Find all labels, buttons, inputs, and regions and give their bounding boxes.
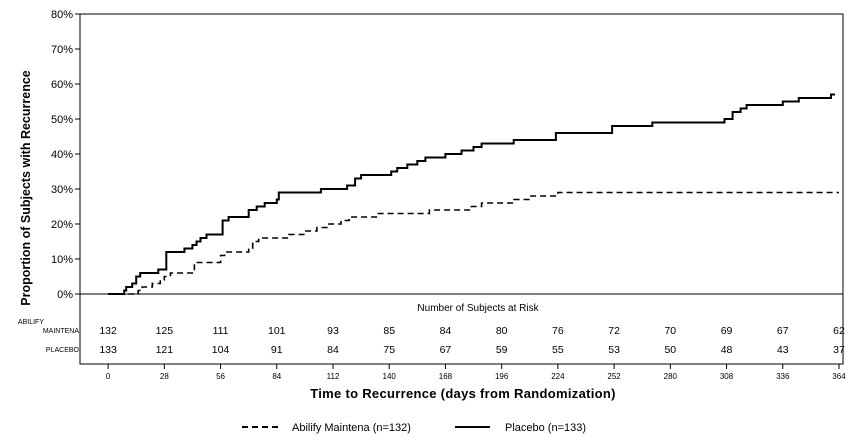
- y-tick-label: 30%: [51, 184, 73, 196]
- y-tick-label: 70%: [51, 44, 73, 56]
- risk-cell: 75: [383, 344, 395, 356]
- x-tick-label: 196: [495, 372, 509, 381]
- x-axis: 0 28 56 84 112 140 168 196 224 252 280 308 336 364: [106, 364, 846, 381]
- risk-cell: 132: [99, 325, 117, 337]
- risk-cell: 111: [213, 325, 229, 337]
- risk-cell: 53: [608, 344, 620, 356]
- y-tick-label: 80%: [51, 9, 73, 21]
- risk-cell: 84: [440, 325, 452, 337]
- risk-cell: 91: [271, 344, 283, 356]
- y-tick-label: 0%: [57, 289, 73, 301]
- risk-cell: 72: [608, 325, 620, 337]
- legend: Abilify Maintena (n=132) Placebo (n=133): [242, 422, 586, 434]
- risk-cell: 48: [721, 344, 733, 356]
- risk-cell: 133: [99, 344, 117, 356]
- x-tick-label: 252: [607, 372, 621, 381]
- x-axis-label: Time to Recurrence (days from Randomizat…: [310, 386, 616, 401]
- x-tick-label: 112: [327, 372, 340, 381]
- risk-cell: 93: [327, 325, 339, 337]
- risk-cell: 101: [268, 325, 286, 337]
- y-tick-label: 10%: [51, 254, 73, 266]
- x-tick-label: 336: [776, 372, 790, 381]
- x-tick-label: 56: [216, 372, 225, 381]
- series-line-placebo: [108, 93, 835, 295]
- x-tick-label: 280: [664, 372, 678, 381]
- risk-cell: 76: [552, 325, 564, 337]
- x-tick-label: 364: [832, 372, 846, 381]
- x-tick-label: 308: [720, 372, 734, 381]
- risk-row-label: MAINTENA: [43, 328, 80, 335]
- risk-table: Number of Subjects at Risk ABILIFY MAINTEN…: [18, 303, 845, 356]
- risk-cell: 125: [156, 325, 174, 337]
- y-tick-label: 40%: [51, 149, 73, 161]
- x-tick-label: 28: [160, 372, 169, 381]
- x-tick-label: 84: [272, 372, 281, 381]
- legend-label-placebo: Placebo (n=133): [505, 422, 586, 434]
- y-tick-label: 20%: [51, 219, 73, 231]
- risk-cell: 59: [496, 344, 508, 356]
- risk-cell: 69: [721, 325, 733, 337]
- x-tick-label: 140: [383, 372, 397, 381]
- series-line-abilify: [108, 191, 839, 295]
- y-axis: 0% 10% 20% 30% 40% 50% 60% 70% 80%: [51, 9, 80, 301]
- risk-cell: 70: [664, 325, 676, 337]
- y-tick-label: 50%: [51, 114, 73, 126]
- y-tick-label: 60%: [51, 79, 73, 91]
- risk-cell: 62: [833, 325, 845, 337]
- risk-cell: 80: [496, 325, 508, 337]
- risk-cell: 84: [327, 344, 339, 356]
- risk-table-title: Number of Subjects at Risk: [417, 303, 539, 314]
- risk-cell: 55: [552, 344, 564, 356]
- series-layer: [108, 93, 839, 295]
- risk-cell: 67: [777, 325, 789, 337]
- risk-cell: 37: [833, 344, 845, 356]
- x-tick-label: 168: [439, 372, 453, 381]
- risk-cell: 104: [212, 344, 230, 356]
- risk-cell: 50: [664, 344, 676, 356]
- risk-cell: 43: [777, 344, 789, 356]
- risk-cell: 67: [440, 344, 452, 356]
- risk-cell: 85: [383, 325, 395, 337]
- x-tick-label: 0: [106, 372, 111, 381]
- legend-label-abilify: Abilify Maintena (n=132): [292, 422, 411, 434]
- y-axis-label: Proportion of Subjects with Recurrence: [19, 70, 33, 305]
- risk-cell: 121: [156, 344, 174, 356]
- risk-row-label: PLACEBO: [46, 347, 80, 354]
- x-tick-label: 224: [551, 372, 565, 381]
- risk-row-label: ABILIFY: [18, 319, 44, 326]
